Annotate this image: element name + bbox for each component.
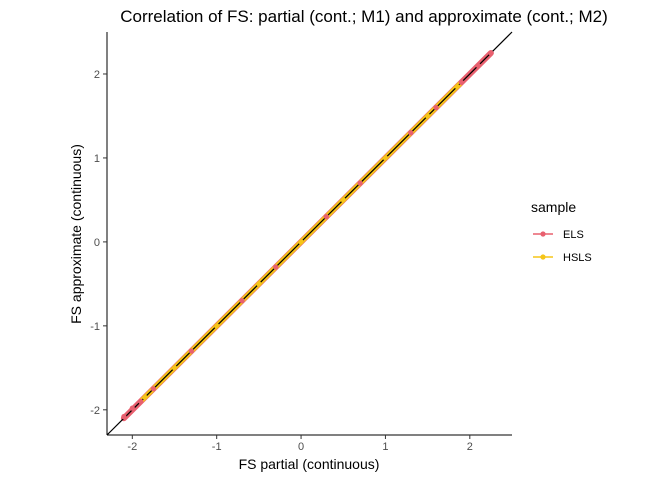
identity-line <box>106 31 513 436</box>
y-tick-label: 2 <box>94 69 100 81</box>
legend: sample ELS HSLS <box>531 199 592 264</box>
data-point-hsls <box>171 365 178 371</box>
y-axis-ticks: -2 -1 0 1 2 <box>90 69 107 417</box>
x-axis-title: FS partial (continuous) <box>239 456 380 472</box>
legend-key-point <box>540 231 546 237</box>
data-point-els <box>239 298 245 304</box>
x-tick-label: 0 <box>298 441 304 453</box>
data-point-els <box>323 214 329 220</box>
x-tick-label: -1 <box>212 441 222 453</box>
data-point-hsls <box>214 323 220 329</box>
data-point-hsls <box>142 394 148 400</box>
legend-item-els: ELS <box>533 229 584 241</box>
data-point-els <box>273 264 279 270</box>
data-point-els <box>433 104 439 111</box>
y-tick-label: 1 <box>94 153 100 165</box>
data-point-hsls <box>382 155 389 161</box>
data-point-els <box>121 413 127 420</box>
data-point-els <box>408 130 414 136</box>
data-point-els <box>188 348 194 354</box>
data-point-hsls <box>425 113 431 119</box>
legend-label: HSLS <box>563 252 592 264</box>
data-point-hsls <box>454 83 460 90</box>
legend-key-point <box>540 254 546 260</box>
x-axis-ticks: -2 -1 0 1 2 <box>127 435 473 453</box>
x-tick-label: -2 <box>127 441 137 453</box>
data-point-hsls <box>340 197 346 203</box>
y-axis-title: FS approximate (continuous) <box>68 144 84 324</box>
y-tick-label: -1 <box>90 321 100 333</box>
y-tick-label: 0 <box>94 237 100 249</box>
x-tick-label: 2 <box>467 441 473 453</box>
data-point-els <box>458 79 464 85</box>
data-point-hsls <box>298 239 304 245</box>
data-point-els <box>150 386 157 392</box>
plot-area <box>106 31 513 436</box>
data-point-hsls <box>256 281 262 287</box>
data-point-els <box>488 50 494 56</box>
legend-title: sample <box>531 199 576 215</box>
legend-item-hsls: HSLS <box>533 252 592 264</box>
data-point-els <box>357 180 363 186</box>
data-point-els <box>129 405 135 411</box>
chart-title: Correlation of FS: partial (cont.; M1) a… <box>120 7 608 26</box>
legend-label: ELS <box>563 229 584 241</box>
data-point-els <box>475 62 481 69</box>
data-point-els <box>138 398 144 405</box>
x-tick-label: 1 <box>382 441 388 453</box>
y-tick-label: -2 <box>90 405 100 417</box>
